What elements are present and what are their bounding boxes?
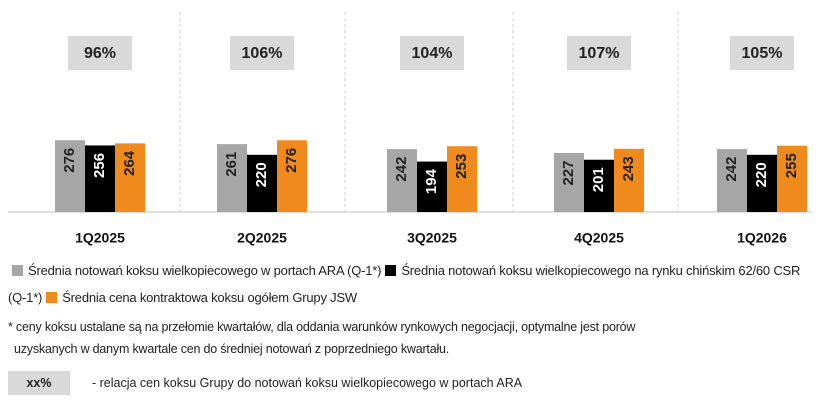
annotation-box bbox=[68, 36, 132, 70]
annotation: 105% bbox=[742, 45, 783, 62]
chart: 96% 1Q2025 276 256 264 106% 2Q2025 261 220 276 104… bbox=[8, 12, 812, 246]
legend-swatch bbox=[385, 265, 397, 276]
bar bbox=[747, 154, 777, 212]
bar bbox=[387, 149, 417, 212]
bar bbox=[277, 140, 307, 212]
annotation-box bbox=[230, 36, 294, 70]
legend-swatch bbox=[46, 292, 58, 303]
bar bbox=[447, 146, 477, 212]
value-label: 276 bbox=[61, 148, 78, 173]
x-tick-label: 3Q2025 bbox=[407, 230, 457, 246]
value-label: 194 bbox=[423, 168, 440, 194]
value-label: 242 bbox=[393, 157, 410, 182]
value-label: 243 bbox=[620, 156, 637, 181]
annotation: 104% bbox=[412, 45, 453, 62]
bar bbox=[247, 154, 277, 212]
value-label: 256 bbox=[91, 153, 108, 178]
legend-label: Średnia notowań koksu wielkopiecowego w … bbox=[28, 263, 382, 278]
x-tick-label: 4Q2025 bbox=[574, 230, 624, 246]
annotation: 96% bbox=[84, 45, 116, 62]
legend-label: Średnia cena kontraktowa koksu ogółem Gr… bbox=[62, 290, 358, 305]
legend: Średnia notowań koksu wielkopiecowego w … bbox=[8, 257, 818, 313]
value-label: 255 bbox=[783, 153, 800, 178]
bar bbox=[85, 145, 115, 212]
bar bbox=[584, 159, 614, 212]
value-label: 220 bbox=[253, 162, 270, 187]
value-label: 276 bbox=[283, 148, 300, 173]
key-text: - relacja cen koksu Grupy do notowań kok… bbox=[92, 376, 523, 390]
value-label: 261 bbox=[223, 152, 240, 177]
value-label: 242 bbox=[723, 157, 740, 182]
x-tick-label: 1Q2025 bbox=[75, 230, 125, 246]
legend-label: Średnia notowań koksu wielkopiecowego na… bbox=[8, 263, 801, 305]
annotation-box bbox=[400, 36, 464, 70]
value-label: 220 bbox=[753, 162, 770, 187]
bar bbox=[777, 145, 807, 212]
bar bbox=[55, 140, 85, 212]
bar bbox=[554, 152, 584, 212]
value-label: 227 bbox=[560, 160, 577, 185]
annotation-box bbox=[730, 36, 794, 70]
value-label: 264 bbox=[121, 150, 138, 176]
key-box: xx% bbox=[8, 371, 70, 395]
x-tick-label: 2Q2025 bbox=[237, 230, 287, 246]
bar bbox=[115, 143, 145, 212]
legend-swatch bbox=[12, 265, 23, 276]
annotation: 107% bbox=[579, 45, 620, 62]
footnote-line: * ceny koksu ustalane są na przełomie kw… bbox=[8, 320, 636, 334]
bar bbox=[217, 144, 247, 212]
annotation-box bbox=[567, 36, 631, 70]
value-label: 201 bbox=[590, 167, 607, 192]
footnote-line: uzyskanych w danym kwartale cen do średn… bbox=[14, 342, 450, 356]
value-label: 253 bbox=[453, 154, 470, 179]
x-tick-label: 1Q2026 bbox=[737, 230, 787, 246]
bar bbox=[417, 161, 447, 212]
bar bbox=[614, 148, 644, 212]
footnote: * ceny koksu ustalane są na przełomie kw… bbox=[8, 316, 818, 360]
key: xx% - relacja cen koksu Grupy do notowań… bbox=[8, 371, 522, 395]
bar bbox=[717, 149, 747, 212]
annotation: 106% bbox=[242, 45, 283, 62]
